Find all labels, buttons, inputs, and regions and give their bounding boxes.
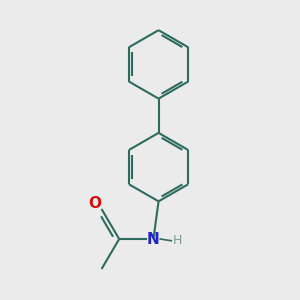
Text: O: O — [89, 196, 102, 211]
Text: N: N — [147, 232, 160, 247]
Text: H: H — [173, 234, 182, 247]
